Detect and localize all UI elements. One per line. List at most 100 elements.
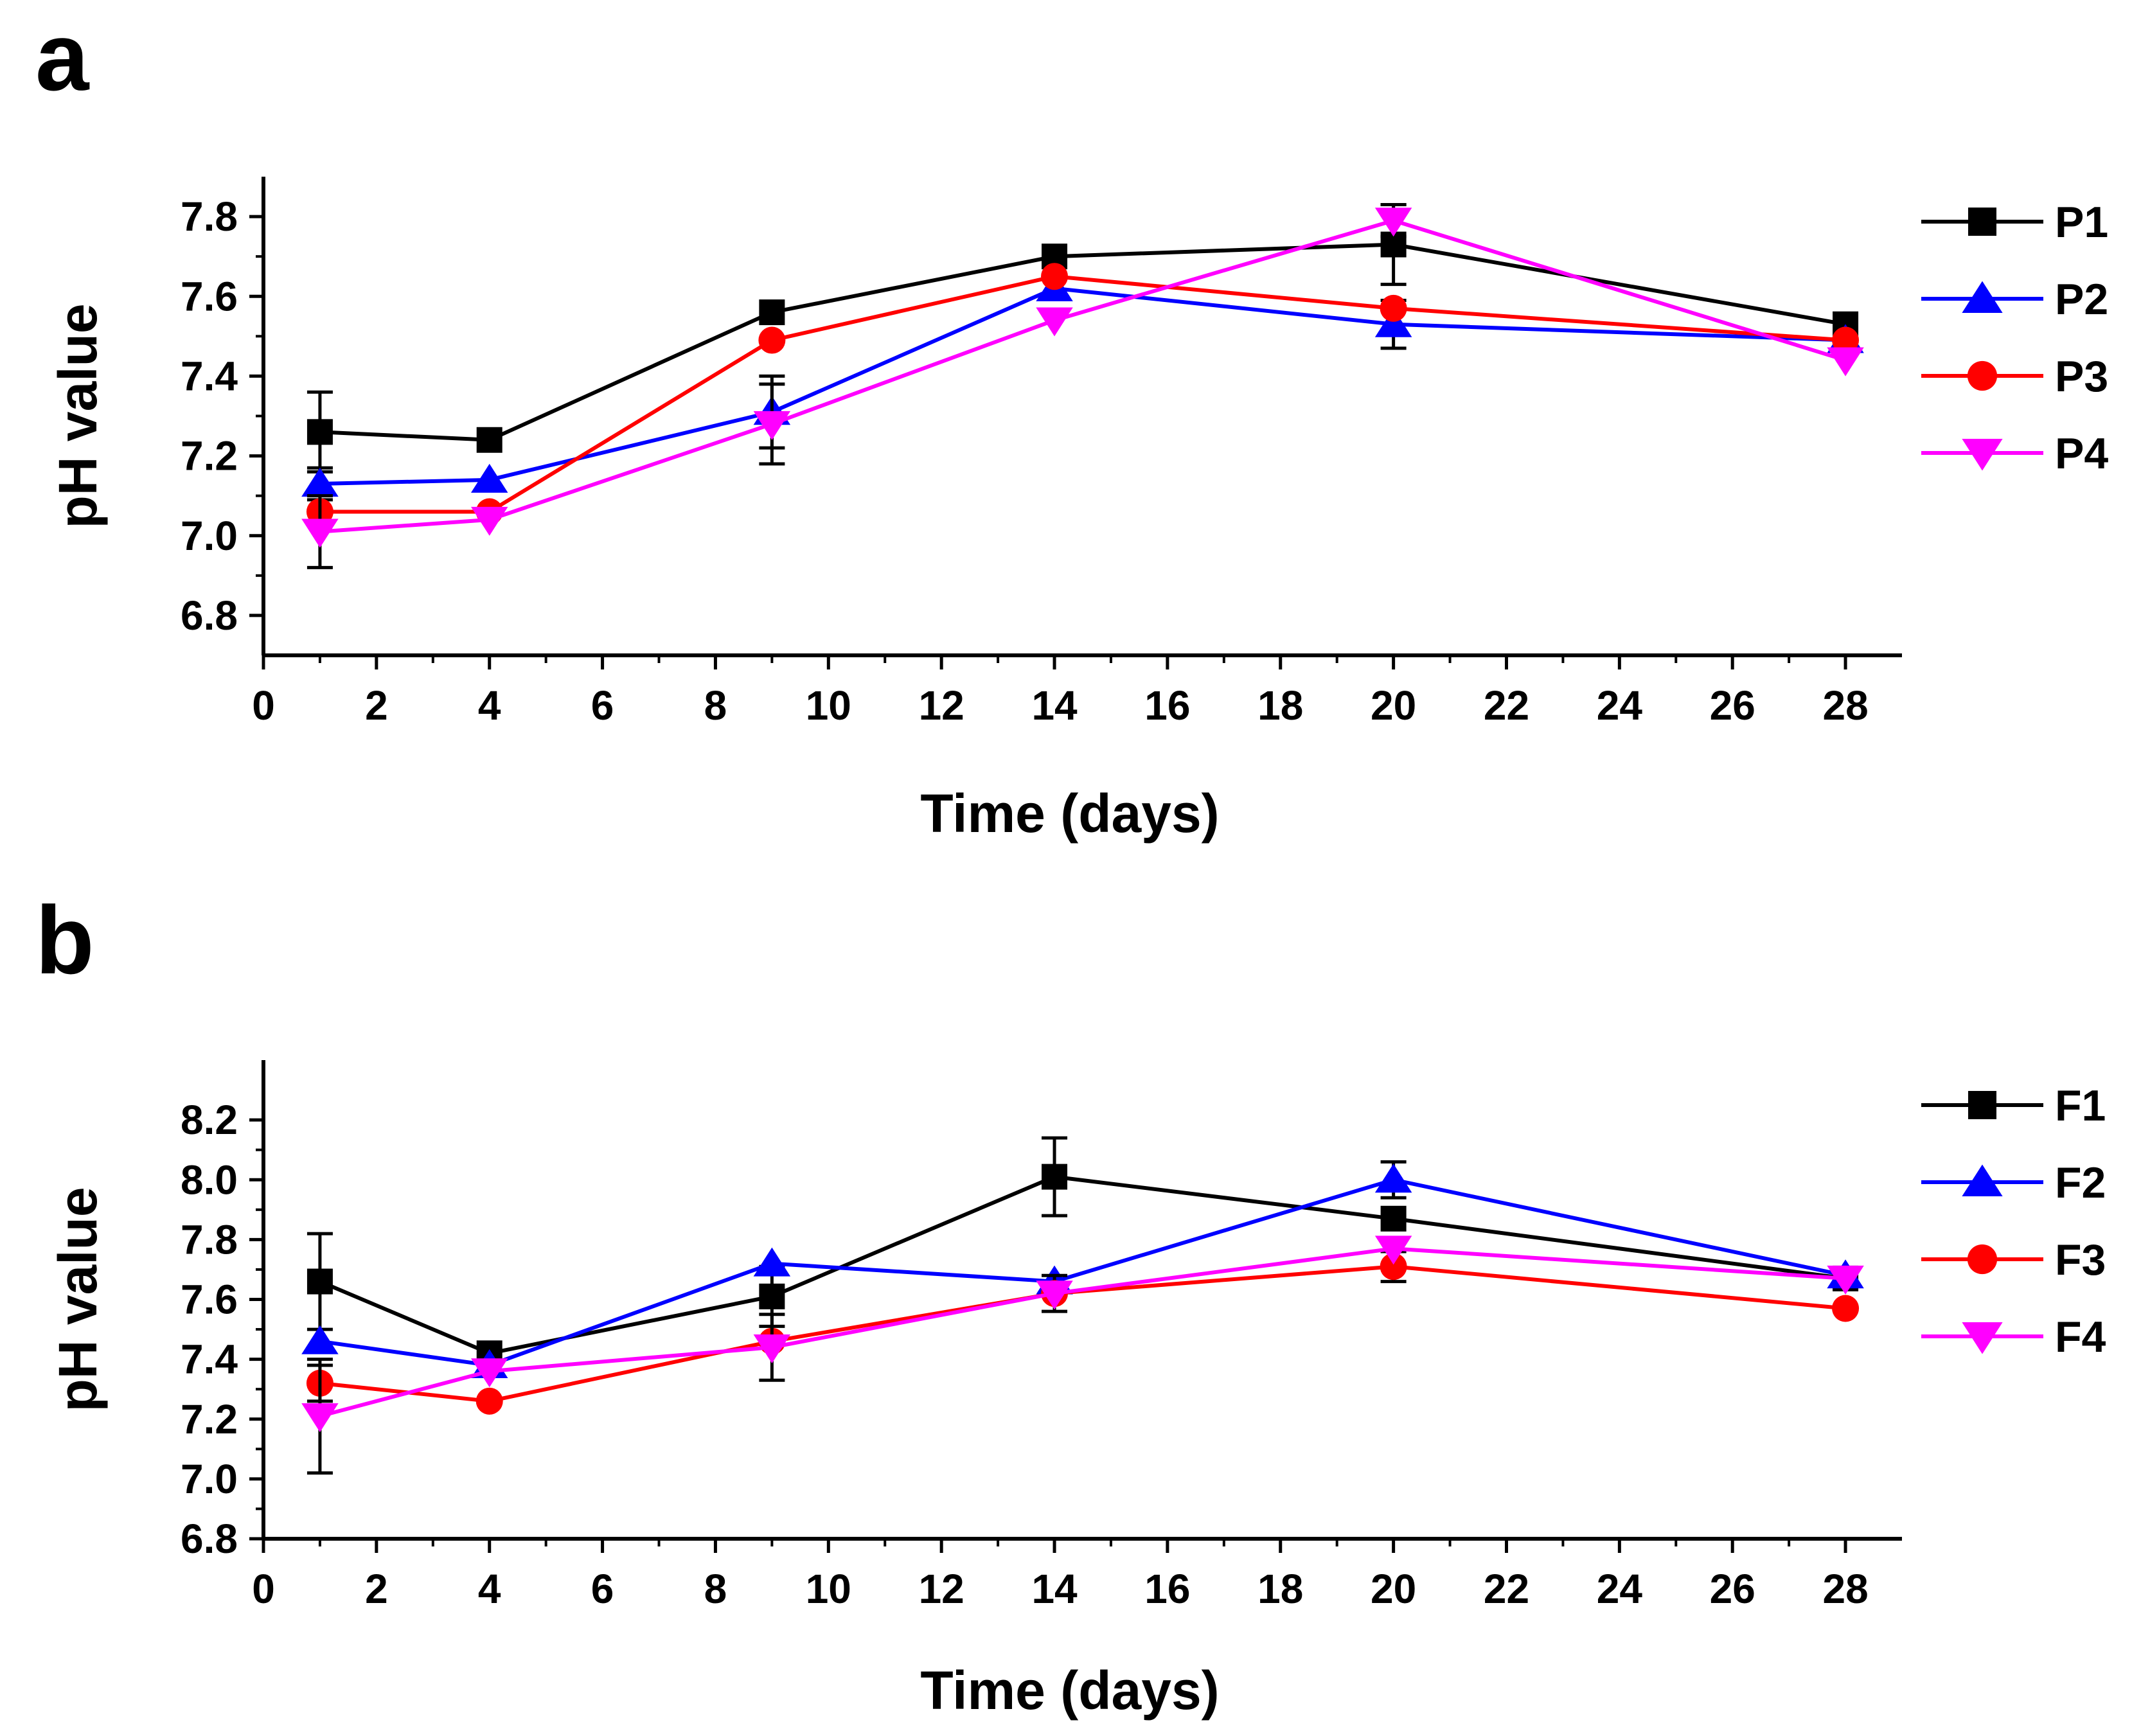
x-tick-label: 12 (919, 682, 964, 729)
data-point-P4 (1036, 307, 1073, 337)
x-tick-label: 8 (704, 682, 727, 729)
x-axis-label: Time (days) (920, 1660, 1219, 1721)
data-point-P3 (1041, 263, 1069, 290)
data-point-F4 (753, 1334, 791, 1363)
panel-a: a0 2 4 6 8 10 12 14 16 18 20 22 24 26 286.87.07.27.47.… (35, 3, 2108, 844)
y-tick-label: 8.2 (181, 1097, 238, 1143)
panel-label: a (35, 3, 90, 111)
x-tick-label: 28 (1822, 1566, 1868, 1612)
x-tick-label: 28 (1822, 682, 1868, 729)
y-tick-label: 7.2 (181, 1396, 238, 1442)
legend-marker (1968, 208, 1996, 236)
x-tick-label: 20 (1371, 682, 1416, 729)
series-line-F4 (319, 1246, 1846, 1418)
x-tick-label: 4 (478, 682, 501, 729)
x-tick-label: 2 (365, 682, 388, 729)
y-tick-label: 6.8 (181, 592, 238, 639)
legend-label: P2 (2055, 275, 2108, 324)
legend-label: F1 (2055, 1081, 2106, 1130)
data-point-F1 (1042, 1164, 1068, 1190)
x-tick-label: 22 (1484, 682, 1529, 729)
data-point-P1 (759, 299, 785, 326)
series-P3 (306, 263, 1860, 526)
series-P2 (301, 272, 1864, 502)
x-tick-label: 16 (1144, 1566, 1190, 1612)
x-tick-label: 8 (704, 1566, 727, 1612)
legend-label: F4 (2055, 1313, 2106, 1361)
x-tick-label: 2 (365, 1566, 388, 1612)
x-tick-label: 14 (1031, 1566, 1078, 1612)
x-tick-label: 14 (1031, 682, 1078, 729)
series-F3 (306, 1250, 1860, 1415)
series-F4 (301, 1236, 1864, 1475)
x-tick-label: 26 (1710, 1566, 1755, 1612)
legend-item-F4: F4 (1921, 1313, 2106, 1361)
data-point-F1 (759, 1283, 785, 1309)
y-tick-label: 7.2 (181, 433, 238, 479)
y-tick-label: 8.0 (181, 1156, 238, 1203)
x-tick-label: 22 (1484, 1566, 1529, 1612)
legend: F1 F2 F3 F4 (1921, 1081, 2106, 1361)
y-tick-label: 6.8 (181, 1516, 238, 1562)
x-tick-label: 12 (919, 1566, 964, 1612)
legend-marker (1967, 1244, 1998, 1275)
data-point-P1 (476, 427, 502, 453)
data-point-F3 (475, 1387, 503, 1415)
x-tick-label: 24 (1597, 1566, 1643, 1612)
data-point-P2 (470, 463, 508, 493)
y-tick-label: 7.8 (181, 193, 238, 240)
y-tick-label: 7.6 (181, 273, 238, 319)
data-point-F4 (1036, 1280, 1073, 1310)
data-point-P4 (301, 518, 339, 548)
legend-item-F3: F3 (1921, 1236, 2106, 1284)
legend-item-F1: F1 (1921, 1081, 2106, 1130)
data-point-F4 (1374, 1236, 1412, 1265)
data-point-P4 (753, 411, 791, 440)
data-point-F3 (1832, 1295, 1860, 1322)
legend: P1 P2 P3 P4 (1921, 198, 2108, 478)
legend-label: P1 (2055, 198, 2108, 247)
x-tick-label: 26 (1710, 682, 1755, 729)
x-tick-label: 0 (252, 1566, 275, 1612)
legend-item-P1: P1 (1921, 198, 2108, 247)
panel-b: b0 2 4 6 8 10 12 14 16 18 20 22 24 26 286.87.07.27.47.… (35, 886, 2106, 1721)
data-point-F2 (753, 1247, 791, 1277)
series-line-P4 (319, 218, 1846, 534)
legend-item-P3: P3 (1921, 352, 2108, 401)
y-tick-label: 7.0 (181, 513, 238, 559)
data-point-F1 (1380, 1205, 1407, 1232)
legend-item-P2: P2 (1921, 275, 2108, 324)
series-line-F3 (319, 1264, 1846, 1403)
y-axis-label: pH value (48, 303, 108, 528)
x-tick-label: 10 (806, 682, 851, 729)
x-tick-label: 20 (1371, 1566, 1416, 1612)
legend-label: P4 (2055, 429, 2108, 478)
panel-label: b (35, 886, 94, 994)
x-tick-label: 6 (591, 682, 614, 729)
legend-marker (1967, 360, 1998, 391)
x-tick-label: 18 (1257, 1566, 1303, 1612)
series-F1 (306, 1136, 1859, 1367)
data-point-P1 (306, 419, 333, 445)
data-point-P3 (1832, 326, 1860, 354)
legend-item-F2: F2 (1921, 1158, 2106, 1207)
legend-item-P4: P4 (1921, 429, 2108, 478)
data-point-F2 (1374, 1164, 1412, 1193)
data-point-P4 (470, 506, 508, 536)
x-tick-label: 16 (1144, 682, 1190, 729)
data-point-F2 (301, 1325, 339, 1354)
series-P4 (301, 202, 1864, 569)
data-point-P4 (1827, 347, 1864, 376)
y-tick-label: 7.0 (181, 1456, 238, 1502)
series-line-P3 (319, 274, 1846, 514)
data-point-P2 (1374, 308, 1412, 337)
data-point-F3 (1380, 1253, 1407, 1280)
x-tick-label: 10 (806, 1566, 851, 1612)
x-tick-label: 0 (252, 682, 275, 729)
y-axis-label: pH value (48, 1187, 108, 1412)
data-point-F4 (470, 1358, 508, 1388)
legend-marker (1962, 1322, 2003, 1354)
data-point-F1 (306, 1268, 333, 1295)
legend-label: F3 (2055, 1236, 2106, 1284)
